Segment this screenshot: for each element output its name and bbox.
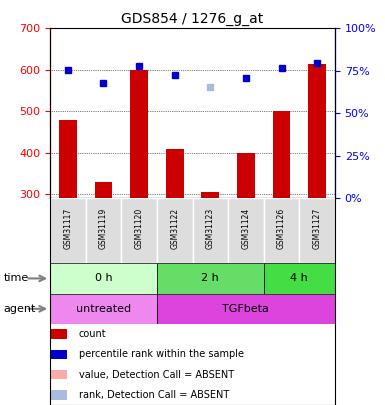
Text: value, Detection Call = ABSENT: value, Detection Call = ABSENT [79, 370, 234, 379]
Text: GSM31117: GSM31117 [64, 208, 72, 249]
Bar [50, 370, 67, 379]
Text: time: time [4, 273, 29, 283]
FancyBboxPatch shape [264, 198, 300, 263]
Text: GSM31123: GSM31123 [206, 208, 215, 249]
Bar [50, 390, 67, 400]
Text: 4 h: 4 h [290, 273, 308, 283]
Text: untreated: untreated [76, 304, 131, 314]
Text: GSM31127: GSM31127 [313, 208, 321, 249]
Bar [308, 64, 326, 198]
FancyBboxPatch shape [50, 263, 157, 294]
Bar [201, 192, 219, 198]
Bar [50, 329, 67, 339]
Text: GDS854 / 1276_g_at: GDS854 / 1276_g_at [121, 12, 264, 26]
Bar [59, 119, 77, 198]
FancyBboxPatch shape [85, 198, 121, 263]
FancyBboxPatch shape [192, 198, 228, 263]
FancyBboxPatch shape [228, 198, 264, 263]
FancyBboxPatch shape [50, 198, 85, 263]
Text: 0 h: 0 h [95, 273, 112, 283]
Bar [166, 149, 184, 198]
Text: percentile rank within the sample: percentile rank within the sample [79, 350, 244, 359]
Text: GSM31126: GSM31126 [277, 208, 286, 249]
Text: GSM31120: GSM31120 [135, 208, 144, 249]
FancyBboxPatch shape [157, 198, 192, 263]
Text: TGFbeta: TGFbeta [223, 304, 270, 314]
Text: count: count [79, 329, 106, 339]
Text: agent: agent [4, 304, 36, 314]
FancyBboxPatch shape [157, 263, 264, 294]
Bar [95, 182, 112, 198]
Bar [237, 153, 255, 198]
Text: GSM31124: GSM31124 [241, 208, 250, 249]
Bar [130, 70, 148, 198]
Bar [273, 111, 290, 198]
FancyBboxPatch shape [50, 294, 157, 324]
Bar [50, 350, 67, 359]
FancyBboxPatch shape [300, 198, 335, 263]
FancyBboxPatch shape [264, 263, 335, 294]
Text: rank, Detection Call = ABSENT: rank, Detection Call = ABSENT [79, 390, 229, 400]
FancyBboxPatch shape [121, 198, 157, 263]
FancyBboxPatch shape [157, 294, 335, 324]
Text: GSM31119: GSM31119 [99, 208, 108, 249]
Text: 2 h: 2 h [201, 273, 219, 283]
Text: GSM31122: GSM31122 [170, 208, 179, 249]
